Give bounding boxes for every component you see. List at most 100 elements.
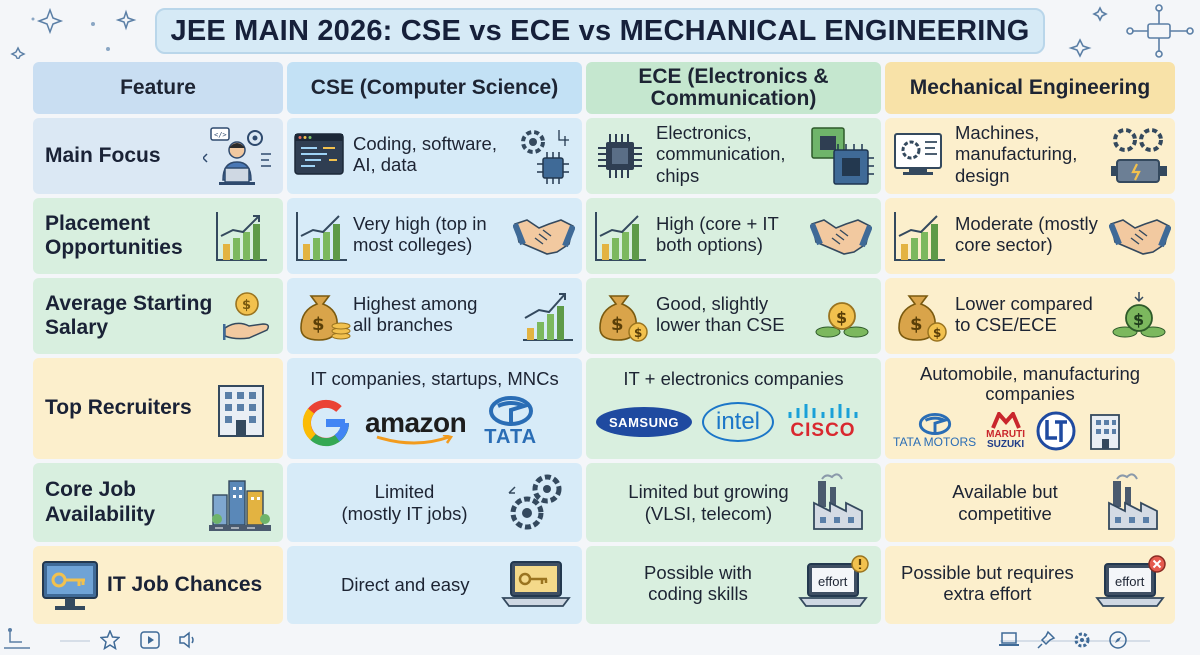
coin-hand-icon: $ xyxy=(223,292,270,340)
cse-core-jobs-line1: Limited xyxy=(374,481,435,503)
bar-chart-icon xyxy=(595,212,646,261)
svg-text:$: $ xyxy=(933,326,941,340)
feature-core-jobs-line2: Availability xyxy=(45,502,156,526)
maruti-wordmark: MARUTI xyxy=(986,429,1026,440)
money-bag-icon: $ $ xyxy=(898,295,947,342)
mech-placement-line2: core sector) xyxy=(955,234,1053,256)
samsung-logo: SAMSUNG xyxy=(596,407,692,437)
svg-text:$: $ xyxy=(634,326,642,340)
cse-salary-line1: Highest among xyxy=(353,293,478,314)
mech-core-jobs-text: Available but competitive xyxy=(952,481,1058,524)
handshake-icon xyxy=(810,219,872,255)
factory-icon xyxy=(813,473,863,530)
cse-core-jobs: Limited (mostly IT jobs) xyxy=(287,463,582,542)
circuit-decoration-right xyxy=(1068,4,1194,58)
tata-wordmark: TATA xyxy=(484,426,538,448)
gear-chip-icon xyxy=(521,130,569,184)
cse-salary-text: Highest among all branches xyxy=(353,293,477,336)
svg-text:$: $ xyxy=(242,298,251,313)
ece-salary-text: Good, slightly lower than CSE xyxy=(656,293,785,336)
mech-salary-line1: Lower compared xyxy=(955,293,1093,314)
mech-recruiter-logos: TATA MOTORS MARUTI SUZUKI xyxy=(893,410,1123,452)
cse-placement-text: Very high (top in most colleges) xyxy=(353,213,487,256)
chip-icon xyxy=(598,134,642,178)
money-bag-icon: $ $ xyxy=(599,295,648,342)
header-mech-label: Mechanical Engineering xyxy=(909,75,1151,99)
laptop-key-icon xyxy=(501,561,571,607)
cse-salary: $ Highest among all branches xyxy=(287,278,582,354)
building-icon xyxy=(218,385,264,437)
cse-placement-line2: most colleges) xyxy=(353,234,473,256)
feature-main-focus-label: Main Focus xyxy=(45,143,161,167)
feature-salary-line1: Average Starting xyxy=(45,291,213,315)
monitor-key-icon xyxy=(42,561,98,610)
ece-it-jobs-text: Possible with coding skills xyxy=(644,562,752,605)
gear-icon xyxy=(1074,632,1090,648)
mech-recruiters-line2: companies xyxy=(985,383,1075,405)
cse-recruiters: IT companies, startups, MNCs amazon TATA xyxy=(287,358,582,459)
person-laptop-icon: </> xyxy=(203,127,271,185)
feature-salary-label: Average Starting Salary xyxy=(33,292,212,340)
ece-recruiters: IT + electronics companies SAMSUNG intel… xyxy=(586,358,881,459)
factory-icon xyxy=(1108,473,1158,530)
feature-main-focus: Main Focus </> xyxy=(33,118,283,194)
mech-placement: Moderate (mostly core sector) xyxy=(885,198,1175,274)
ece-salary-line2: lower than CSE xyxy=(656,314,785,336)
feature-salary-line2: Salary xyxy=(45,316,109,339)
bar-chart-icon xyxy=(894,212,945,261)
page-title: JEE MAIN 2026: CSE vs ECE vs MECHANICAL … xyxy=(155,8,1045,54)
circuit-board-icon xyxy=(811,127,874,185)
tata-motors-logo: TATA MOTORS xyxy=(893,413,976,449)
feature-salary: Average Starting Salary $ xyxy=(33,278,283,354)
cse-recruiter-logos: amazon TATA xyxy=(301,396,537,449)
intel-logo: intel xyxy=(702,402,774,442)
ece-placement: High (core + IT both options) xyxy=(586,198,881,274)
bar-chart-icon xyxy=(296,212,347,261)
mech-recruiters-line1: Automobile, manufacturing xyxy=(919,363,1141,384)
ece-main-focus-text: Electronics, communication, chips xyxy=(656,122,786,186)
mech-core-jobs-line2: competitive xyxy=(958,502,1052,524)
mech-laptop-screen-word: effort xyxy=(1115,574,1145,589)
ece-core-jobs-line2: (VLSI, telecom) xyxy=(644,502,773,524)
ece-core-jobs: Limited but growing (VLSI, telecom) xyxy=(586,463,881,542)
cisco-logo: CISCO xyxy=(786,402,860,442)
star-icon xyxy=(100,630,120,650)
cse-core-jobs-line2: (mostly IT jobs) xyxy=(341,502,468,524)
svg-text:$: $ xyxy=(611,314,624,335)
cse-it-jobs-text: Direct and easy xyxy=(341,574,470,595)
compass-icon xyxy=(1109,631,1127,649)
ece-salary: $ $ Good, slightly lower than CSE $ xyxy=(586,278,881,354)
ece-it-jobs-line1: Possible with xyxy=(644,562,752,583)
header-ece: ECE (Electronics & Communication) xyxy=(586,62,881,114)
mech-main-focus-line2: manufacturing, xyxy=(955,143,1078,165)
lt-logo-icon xyxy=(1036,411,1076,451)
header-feature-label: Feature xyxy=(120,75,196,99)
gears-engine-icon xyxy=(1111,128,1167,183)
speaker-icon xyxy=(179,631,194,649)
coin-stack-icon: $ xyxy=(815,302,869,338)
intel-wordmark: intel xyxy=(715,408,761,435)
cse-main-focus: Coding, software, AI, data xyxy=(287,118,582,194)
ece-placement-line2: both options) xyxy=(656,234,763,256)
ece-laptop-screen-word: effort xyxy=(818,574,848,589)
ece-it-jobs: Possible with coding skills effort xyxy=(586,546,881,624)
mech-main-focus-text: Machines, manufacturing, design xyxy=(955,122,1077,186)
mech-it-jobs: Possible but requires extra effort effor… xyxy=(885,546,1175,624)
google-logo-icon xyxy=(302,399,350,446)
feature-core-jobs-label: Core Job Availability xyxy=(33,478,155,526)
handshake-icon xyxy=(513,219,575,255)
cse-salary-line2: all branches xyxy=(353,314,453,336)
mech-recruiters: Automobile, manufacturing companies TATA… xyxy=(885,358,1175,459)
ece-placement-text: High (core + IT both options) xyxy=(656,213,779,256)
header-cse: CSE (Computer Science) xyxy=(287,62,582,114)
cse-recruiters-text: IT companies, startups, MNCs xyxy=(310,368,559,389)
mech-it-jobs-line1: Possible but requires xyxy=(901,562,1074,583)
machine-gear-icon xyxy=(894,133,942,175)
suzuki-wordmark: SUZUKI xyxy=(986,439,1025,450)
cse-core-jobs-text: Limited (mostly IT jobs) xyxy=(341,481,467,524)
mech-placement-text: Moderate (mostly core sector) xyxy=(955,213,1098,256)
mech-core-jobs-line1: Available but xyxy=(952,481,1058,503)
mech-placement-line1: Moderate (mostly xyxy=(955,213,1098,234)
feature-placement-line2: Opportunities xyxy=(45,236,183,259)
ece-core-jobs-text: Limited but growing (VLSI, telecom) xyxy=(628,481,788,524)
